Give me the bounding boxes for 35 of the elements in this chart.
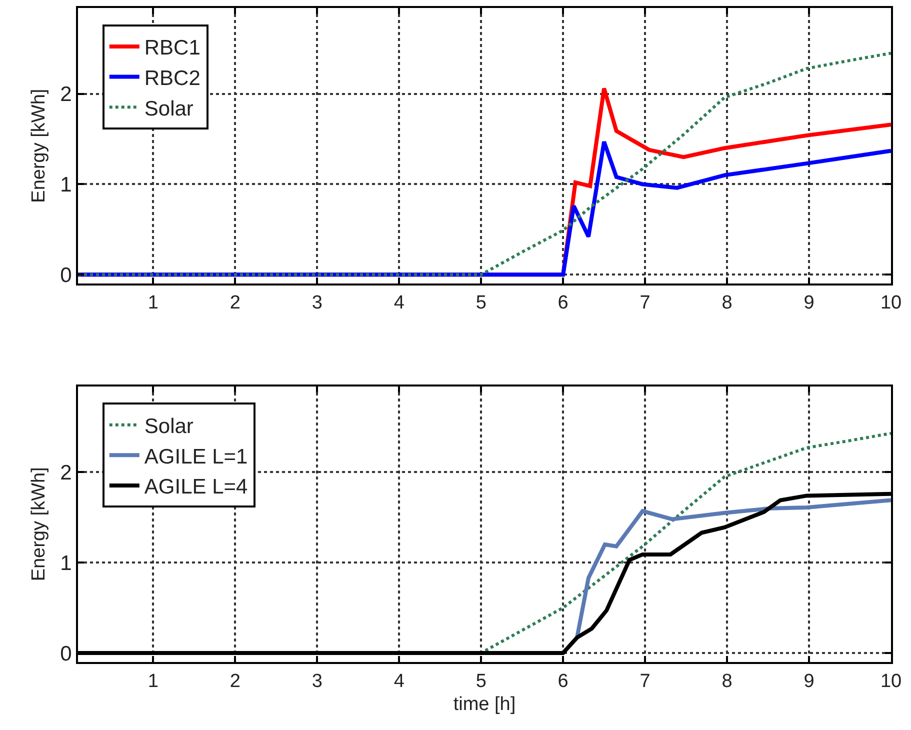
x-tick-label: 2: [230, 292, 240, 314]
legend-label: RBC1: [144, 36, 200, 60]
y-axis-title: Energy [kWh]: [28, 467, 50, 582]
x-tick-label: 1: [148, 292, 158, 314]
y-tick-label: 0: [60, 642, 72, 666]
x-tick-label: 10: [880, 670, 902, 692]
y-tick-label: 2: [60, 83, 72, 106]
x-tick-label: 2: [230, 670, 240, 692]
x-tick-label: 4: [394, 670, 405, 692]
x-tick-label: 6: [558, 670, 568, 692]
y-tick-label: 0: [60, 264, 72, 287]
x-tick-label: 3: [312, 670, 322, 692]
legend-label: AGILE L=4: [144, 476, 248, 499]
y-axis-title: Energy [kWh]: [28, 88, 50, 203]
x-tick-label: 4: [394, 292, 405, 314]
legend-label: Solar: [144, 97, 194, 120]
x-tick-label: 5: [476, 292, 486, 314]
y-tick-label: 1: [60, 552, 72, 575]
x-tick-label: 8: [722, 670, 732, 692]
x-tick-label: 3: [312, 292, 322, 314]
x-tick-label: 8: [722, 292, 732, 314]
legend-label: AGILE L=1: [144, 445, 248, 468]
x-axis-title: time [h]: [453, 694, 516, 716]
x-tick-label: 7: [640, 670, 650, 692]
legend-label: Solar: [144, 415, 194, 438]
x-tick-label: 9: [804, 292, 814, 314]
x-tick-label: 5: [476, 670, 486, 692]
legend-label: RBC2: [144, 66, 200, 90]
x-tick-label: 10: [880, 292, 902, 314]
x-tick-label: 7: [640, 292, 650, 314]
x-tick-label: 1: [148, 670, 158, 692]
y-tick-label: 1: [60, 174, 72, 197]
x-tick-label: 9: [804, 670, 814, 692]
y-tick-label: 2: [60, 462, 72, 485]
x-tick-label: 6: [558, 292, 568, 314]
